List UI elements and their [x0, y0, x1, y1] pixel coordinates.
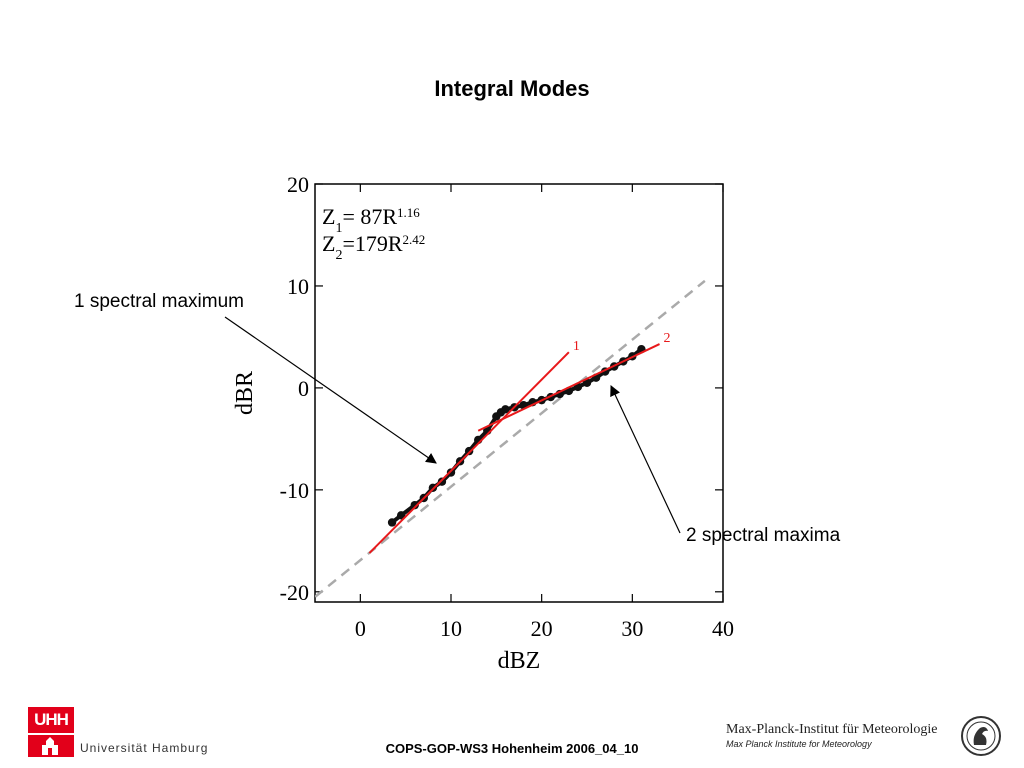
- callout-one-spectral-maximum: 1 spectral maximum: [74, 291, 244, 312]
- callout-arrow-right: [610, 385, 681, 534]
- footer-event: COPS-GOP-WS3 Hohenheim 2006_04_10: [385, 741, 639, 756]
- y-axis-label: dBR: [232, 371, 258, 415]
- y-tick-label: -20: [280, 580, 309, 605]
- plot-frame: [314, 183, 724, 603]
- y-tick-label: 10: [287, 274, 309, 299]
- institute-subtitle: Max Planck Institute for Meteorology: [726, 739, 872, 749]
- fit-line-1: [368, 351, 570, 554]
- x-axis-label: dBZ: [498, 648, 541, 674]
- x-tick-label: 10: [440, 616, 462, 641]
- uhh-logo: UHH: [28, 707, 74, 733]
- university-seal-icon: [28, 735, 74, 757]
- x-tick-label: 0: [355, 616, 366, 641]
- equation-1: Z1= 87R1.16: [322, 204, 420, 236]
- y-tick-label: 0: [298, 376, 309, 401]
- x-tick-label: 40: [712, 616, 734, 641]
- callout-arrow-left: [224, 316, 437, 464]
- fit-line-label-2: 2: [664, 331, 671, 346]
- x-tick-label: 30: [621, 616, 643, 641]
- equation-2: Z2=179R2.42: [322, 231, 425, 263]
- minerva-logo-icon: [961, 716, 1001, 756]
- y-tick-label: -10: [280, 478, 309, 503]
- y-tick-label: 20: [287, 172, 309, 197]
- callout-two-spectral-maxima: 2 spectral maxima: [686, 525, 841, 546]
- plot-area: [315, 279, 706, 598]
- fit-line-2: [477, 343, 660, 432]
- x-tick-label: 20: [531, 616, 553, 641]
- fit-line-label-1: 1: [573, 339, 580, 354]
- slide-title: Integral Modes: [434, 76, 590, 101]
- fit-labels: 12: [573, 331, 671, 354]
- axis-ticks: 0 10 20 30 40 -20 -10 0 10 20: [280, 172, 734, 641]
- institute-name: Max-Planck-Institut für Meteorologie: [726, 722, 938, 737]
- university-name: Universität Hamburg: [80, 741, 209, 755]
